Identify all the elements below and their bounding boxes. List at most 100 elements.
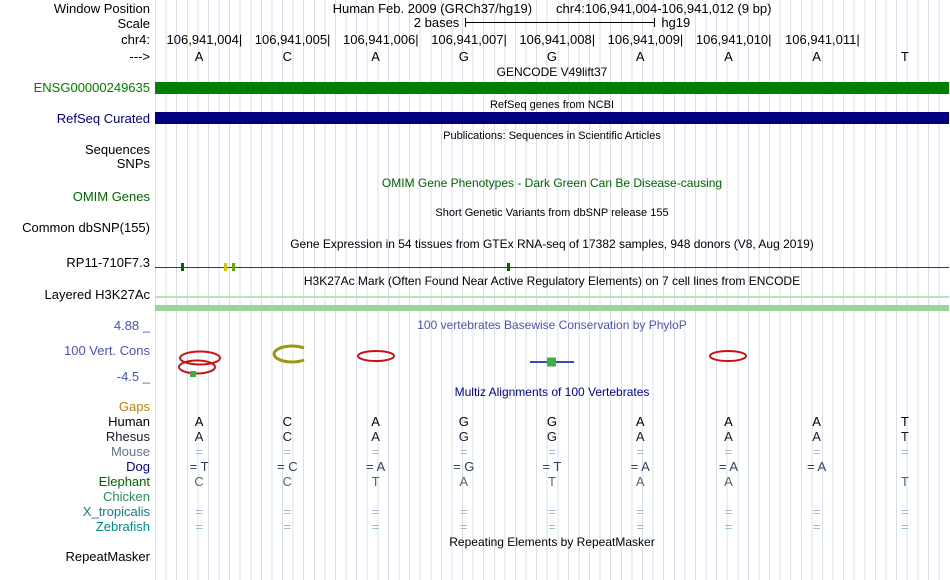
species-label-dog[interactable]: Dog — [126, 459, 150, 474]
omim-track-title[interactable]: OMIM Gene Phenotypes - Dark Green Can Be… — [381, 176, 723, 190]
assembly-position-title: Human Feb. 2009 (GRCh37/hg19) chr4:106,94… — [155, 2, 949, 15]
h3k27ac-track-title[interactable]: H3K27Ac Mark (Often Found Near Active Re… — [303, 274, 801, 288]
alignment-base: = — [812, 504, 821, 519]
alignment-base: G — [458, 429, 469, 444]
conservation-track-title[interactable]: 100 vertebrates Basewise Conservation by… — [417, 318, 687, 332]
alignment-base: = — [371, 519, 380, 534]
alignment-base: = — [724, 519, 733, 534]
scale-label: Scale — [117, 16, 150, 31]
gencode-track-title[interactable]: GENCODE V49lift37 — [496, 65, 608, 79]
alignment-base: = — [195, 519, 203, 534]
reference-base: A — [635, 49, 645, 64]
species-label-zebrafish[interactable]: Zebrafish — [95, 519, 150, 534]
multiz-track-title[interactable]: Multiz Alignments of 100 Vertebrates — [454, 385, 650, 399]
conservation-max-label: 4.88 _ — [113, 318, 150, 333]
alignment-base: = — [548, 444, 556, 459]
conservation-glyph-olive-arc — [264, 343, 310, 368]
refseq-track-title[interactable]: RefSeq genes from NCBI — [489, 99, 615, 111]
conservation-glyph-red-ellipse — [707, 349, 749, 366]
alignment-base: A — [635, 429, 645, 444]
gtex-exon-tick — [224, 263, 227, 271]
scale-value: 2 bases — [413, 15, 460, 30]
alignment-base: = — [548, 519, 556, 534]
reference-base: C — [282, 49, 293, 64]
sequences-track-label[interactable]: Sequences — [84, 142, 150, 157]
window-position-label: Window Position — [53, 1, 150, 16]
h3k27ac-track-label[interactable]: Layered H3K27Ac — [44, 287, 150, 302]
dbsnp-track-label[interactable]: Common dbSNP(155) — [22, 220, 150, 235]
coordinate-label: 106,941,007| — [431, 32, 507, 47]
alignment-base: A — [635, 474, 645, 489]
refseq-gene-bar[interactable] — [155, 112, 949, 124]
gtex-track-title[interactable]: Gene Expression in 54 tissues from GTEx … — [290, 237, 814, 251]
chromosome-label: chr4: — [121, 32, 150, 47]
alignment-base: = — [459, 444, 468, 459]
species-label-chicken[interactable]: Chicken — [103, 489, 150, 504]
reference-base: A — [812, 49, 821, 64]
coordinate-label: 106,941,005| — [254, 32, 331, 47]
alignment-base: G — [458, 414, 469, 429]
alignment-base: G — [546, 429, 558, 444]
refseq-curated-label[interactable]: RefSeq Curated — [56, 111, 150, 126]
alignment-base: = — [812, 444, 821, 459]
alignment-base — [861, 460, 949, 473]
coordinate-label: 106,941,006| — [342, 32, 419, 47]
reference-base: A — [194, 49, 204, 64]
coordinate-label: 106,941,011| — [785, 32, 860, 47]
reference-base: A — [371, 49, 380, 64]
coordinate-label: 106,941,004| — [166, 32, 243, 47]
alignment-base: = — [283, 519, 292, 534]
conservation-track-label[interactable]: 100 Vert. Cons — [64, 343, 150, 358]
species-label-x_tropicalis[interactable]: X_tropicalis — [82, 504, 150, 519]
alignment-base: = T — [542, 459, 562, 474]
coordinate-label — [861, 33, 949, 46]
gencode-gene-bar[interactable] — [155, 82, 949, 94]
species-label-elephant[interactable]: Elephant — [98, 474, 150, 489]
alignment-base: = — [901, 504, 909, 519]
alignment-base: = — [371, 444, 380, 459]
alignment-row-mouse: = = = = = = = = = — [155, 445, 949, 458]
base-position-guidelines — [155, 0, 949, 580]
alignment-base: = A — [807, 459, 827, 474]
species-label-human[interactable]: Human — [108, 414, 150, 429]
publications-track-title[interactable]: Publications: Sequences in Scientific Ar… — [443, 130, 661, 142]
reference-base: G — [458, 49, 469, 64]
omim-genes-label[interactable]: OMIM Genes — [72, 189, 150, 204]
species-label-mouse[interactable]: Mouse — [110, 444, 150, 459]
repeatmasker-track-label[interactable]: RepeatMasker — [65, 549, 150, 564]
gtex-gene-label[interactable]: RP11-710F7.3 — [66, 255, 150, 270]
repeatmasker-track-title[interactable]: Repeating Elements by RepeatMasker — [449, 535, 655, 549]
alignment-base: = A — [630, 459, 650, 474]
species-label-rhesus[interactable]: Rhesus — [105, 429, 150, 444]
h3k27ac-signal-upper — [155, 296, 949, 298]
coordinate-label: 106,941,008| — [519, 32, 596, 47]
alignment-base: = T — [189, 459, 209, 474]
gtex-gene-line[interactable] — [155, 267, 949, 268]
scale-bar: 2 bases hg19 — [155, 16, 949, 29]
alignment-base: = — [195, 504, 203, 519]
species-label-gaps[interactable]: Gaps — [118, 399, 150, 414]
dbsnp-track-title[interactable]: Short Genetic Variants from dbSNP releas… — [435, 207, 669, 219]
alignment-base: = — [195, 444, 203, 459]
alignment-base: = — [636, 519, 644, 534]
snps-track-label[interactable]: SNPs — [116, 156, 150, 171]
alignment-base: = A — [365, 459, 386, 474]
alignment-base: = — [548, 504, 556, 519]
coordinate-row: 106,941,004| 106,941,005| 106,941,006| 106,… — [155, 33, 949, 46]
scale-genome: hg19 — [661, 15, 691, 30]
alignment-base: = C — [277, 459, 298, 474]
alignment-base: = — [901, 519, 909, 534]
alignment-base: = — [724, 504, 733, 519]
alignment-base: T — [371, 474, 380, 489]
coordinate-label: 106,941,009| — [607, 32, 684, 47]
alignment-base: = — [901, 444, 909, 459]
gencode-gene-label[interactable]: ENSG00000249635 — [33, 80, 150, 95]
alignment-base: G — [546, 414, 558, 429]
alignment-base: A — [812, 414, 821, 429]
alignment-base: A — [812, 429, 821, 444]
alignment-base: C — [282, 414, 293, 429]
alignment-base: A — [371, 429, 380, 444]
